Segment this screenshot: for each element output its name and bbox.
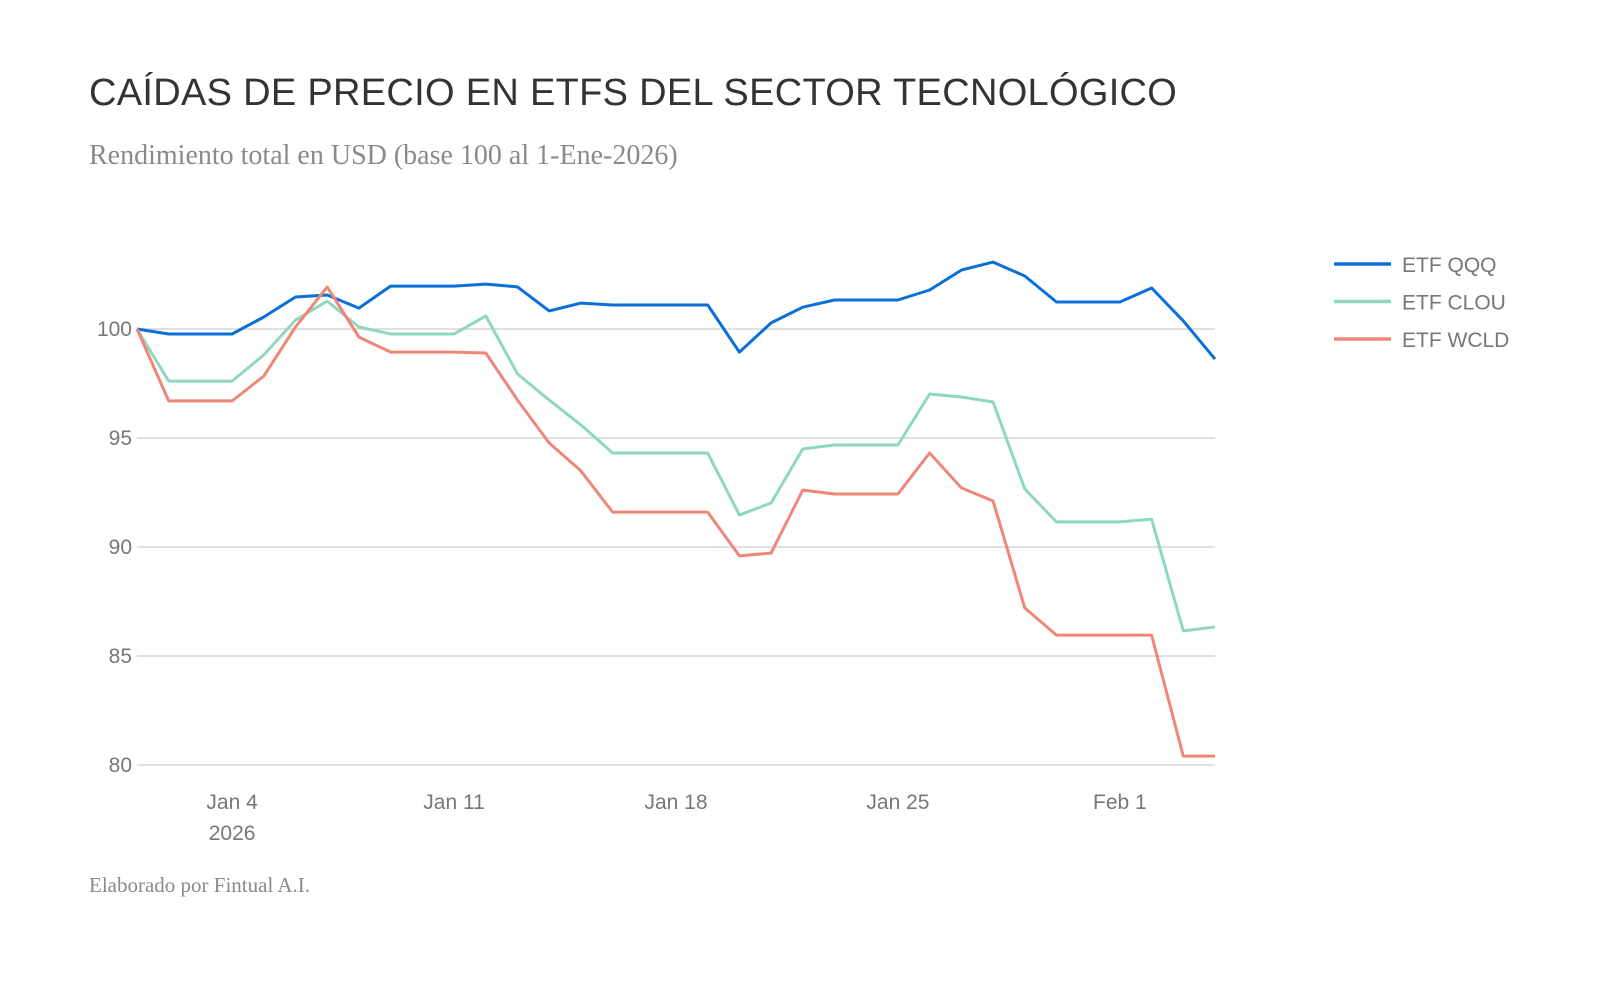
x-tick-label: Jan 25	[866, 791, 929, 814]
y-tick-label: 85	[109, 645, 132, 668]
chart-subtitle: Rendimiento total en USD (base 100 al 1-…	[89, 140, 678, 171]
legend-label: ETF WCLD	[1402, 329, 1509, 352]
x-tick-label: Feb 1	[1093, 791, 1147, 814]
y-tick-label: 90	[109, 536, 132, 559]
y-tick-label: 80	[109, 754, 132, 777]
x-tick-label: Jan 4	[206, 791, 258, 814]
chart-footer: Elaborado por Fintual A.I.	[89, 873, 311, 897]
x-tick-label: Jan 18	[644, 791, 707, 814]
y-tick-label: 100	[97, 318, 132, 341]
y-tick-label: 95	[109, 427, 132, 450]
series-line-etf-qqq	[136, 260, 1217, 361]
legend-label: ETF QQQ	[1402, 254, 1497, 277]
series-line-etf-wcld	[135, 285, 1215, 758]
x-tick-label: Jan 11	[423, 791, 485, 814]
chart-title: CAÍDAS DE PRECIO EN ETFS DEL SECTOR TECN…	[89, 72, 1178, 114]
x-tick-sublabel: 2026	[209, 822, 256, 845]
legend-label: ETF CLOU	[1402, 292, 1506, 315]
series-line-etf-clou	[135, 299, 1216, 633]
